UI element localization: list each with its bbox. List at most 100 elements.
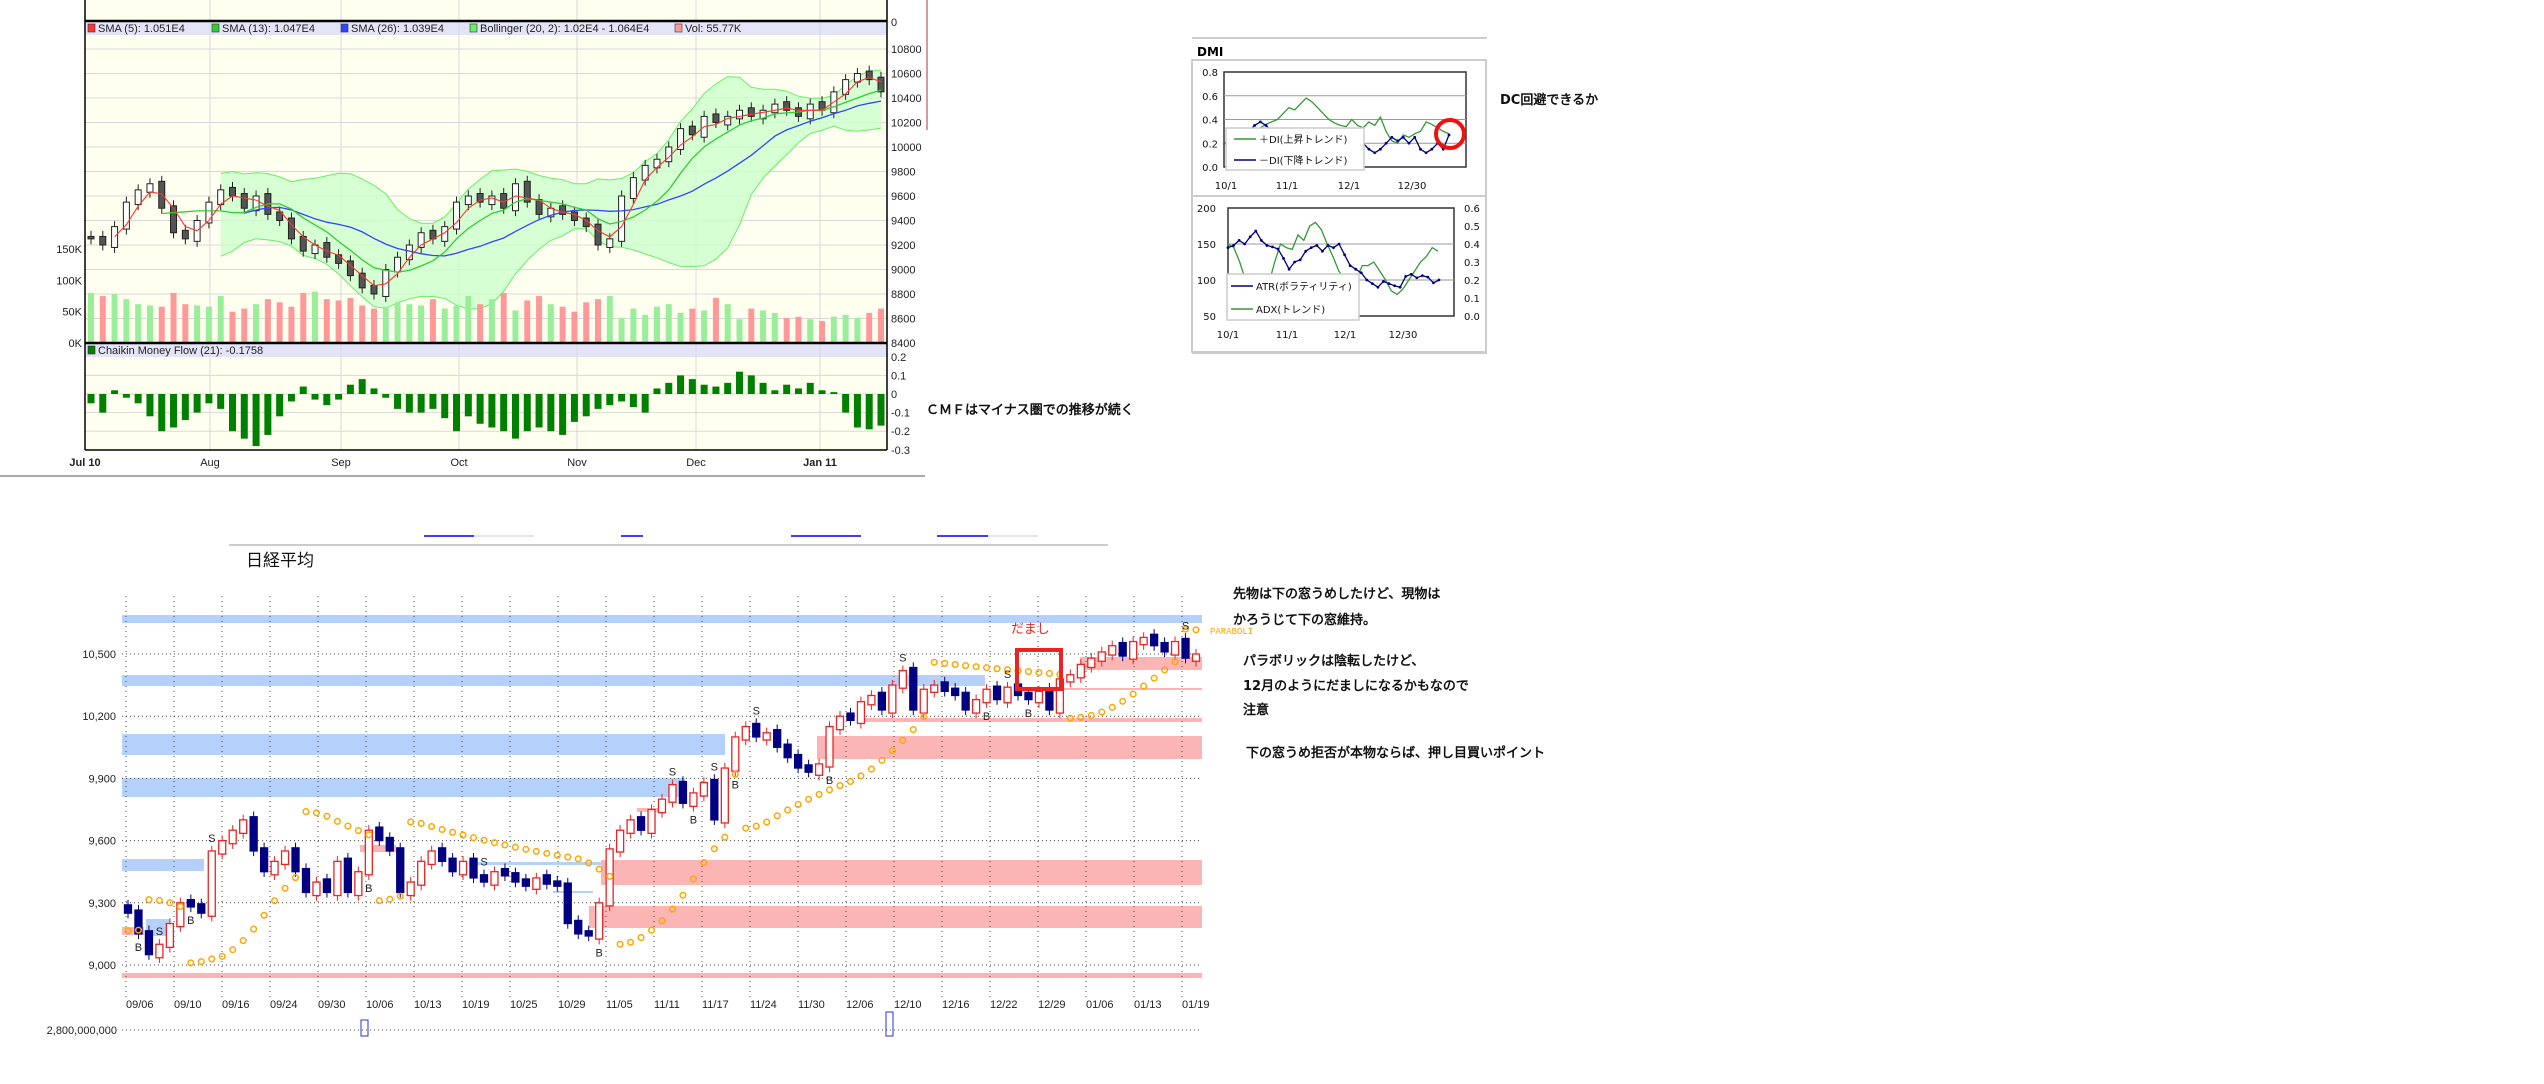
candle-body [699, 781, 709, 797]
candle-body [606, 238, 614, 248]
legend-bar [85, 22, 887, 35]
candle-body [490, 871, 499, 886]
candle-body [806, 103, 814, 120]
psar-dot [1108, 703, 1116, 711]
psar-dot [836, 782, 844, 790]
candle-body [688, 125, 696, 136]
x-tick-label: Dec [686, 457, 706, 469]
volume-bar [677, 312, 684, 343]
minus-di-line-marker [1390, 135, 1394, 139]
candle-body [804, 764, 813, 773]
psar-dot [564, 853, 572, 861]
cmf-bar [346, 384, 354, 394]
candle-body [909, 666, 918, 711]
right-tick-label: 0.0 [1464, 312, 1480, 323]
price-tick-label: 9600 [891, 191, 915, 203]
signal-buy: B [826, 775, 833, 787]
volume-bar [170, 292, 177, 343]
atr-line-marker [1276, 247, 1280, 251]
left-tick-label: 100 [1197, 276, 1216, 287]
minus-di-line-marker [1373, 151, 1377, 155]
date-tick-label: 09/16 [222, 999, 250, 1011]
candle-body [793, 753, 803, 769]
candle [358, 267, 366, 294]
legend-atr: ATR(ボラティリティ) [1256, 281, 1352, 293]
bollinger-lower [220, 125, 882, 310]
psar-dot [867, 765, 875, 773]
support-band [360, 845, 396, 852]
date-tick-label: 12/16 [942, 999, 970, 1011]
candle-body [678, 780, 688, 804]
volume-bar [583, 302, 590, 343]
cmf-bar [677, 375, 685, 394]
volume-bar [783, 317, 790, 343]
psar-dot [375, 897, 383, 905]
resistance-band [122, 859, 204, 871]
candle-body [689, 792, 698, 808]
legend-swatch-vol [674, 23, 683, 33]
minus-di-line-marker [1384, 141, 1388, 145]
candle [1087, 652, 1096, 673]
note2-line2: 12月のようにだましになるかもなので [1243, 679, 1469, 694]
legend-sma5: SMA (5): 1.051E4 [98, 23, 185, 35]
y-tick-label: 0.0 [1202, 163, 1218, 174]
cmf-bar [287, 394, 295, 402]
resistance-band [122, 675, 985, 686]
candle-body [736, 109, 744, 120]
volume-bar [701, 310, 708, 343]
price-tick-label: 10800 [891, 44, 922, 56]
atr-line-marker [1376, 285, 1380, 289]
cmf-bar [99, 394, 107, 413]
y-tick-label: 0.6 [1202, 92, 1218, 103]
volume-bar [335, 300, 342, 343]
candle [951, 683, 960, 701]
candle-body [771, 103, 779, 114]
candle-body [582, 217, 590, 228]
candle [678, 776, 688, 809]
candle-body [1034, 690, 1044, 704]
left-tick-label: 200 [1197, 204, 1216, 215]
candle-body [228, 829, 237, 845]
resistance-band [122, 778, 685, 797]
psar-dot [260, 911, 268, 919]
candle-body [605, 848, 614, 907]
candle [205, 196, 213, 229]
candle [605, 843, 614, 912]
candle-body [1024, 691, 1033, 701]
psar-dot [658, 917, 666, 925]
x-tick-label: Jul 10 [69, 457, 100, 469]
psar-dot [449, 828, 457, 836]
candle [427, 845, 436, 870]
candle [479, 869, 489, 888]
cmf-bar [629, 394, 637, 408]
candle [1003, 681, 1012, 708]
legend-swatch-cmf [87, 345, 96, 355]
candle [982, 684, 991, 708]
left-tick-label: 150 [1197, 240, 1216, 251]
atr-line-marker [1237, 239, 1241, 242]
cmf-tick-label: 0.2 [891, 352, 906, 364]
volume-bar [854, 317, 861, 343]
psar-dot [825, 786, 834, 794]
x-tick-label: 12/30 [1389, 330, 1418, 341]
cmf-bar [712, 386, 720, 394]
candle [532, 872, 541, 895]
candle [563, 877, 572, 929]
minus-di-line-marker [1447, 133, 1451, 137]
candle-body [825, 725, 834, 768]
psar-dot [386, 895, 394, 903]
psar-dot [501, 841, 509, 849]
volume-bar [653, 306, 660, 343]
candle-body [626, 819, 635, 834]
minus-di-line-marker [1413, 135, 1417, 139]
candle [814, 758, 824, 781]
candle [155, 939, 164, 963]
candle-body [417, 232, 425, 248]
candle [940, 676, 949, 697]
candle [312, 876, 321, 901]
atr-line-marker [1393, 284, 1396, 288]
psar-dot [773, 812, 781, 820]
volume-bar [819, 321, 826, 343]
candle-body [584, 930, 593, 937]
sma5-line [114, 77, 882, 287]
